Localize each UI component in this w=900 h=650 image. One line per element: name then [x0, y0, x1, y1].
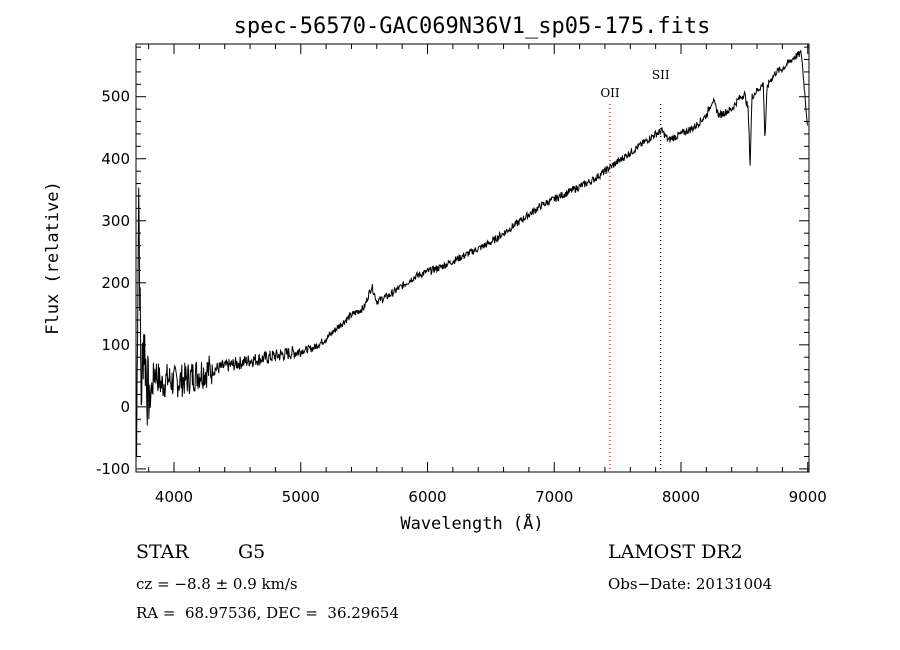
spectrum-line — [136, 49, 808, 458]
y-tick-label: 500 — [101, 88, 130, 106]
x-tick-label: 7000 — [535, 488, 573, 506]
x-tick-label: 8000 — [662, 488, 700, 506]
y-tick-label: 300 — [101, 212, 130, 230]
x-axis-label: Wavelength (Å) — [400, 512, 543, 534]
line-marker-label: OII — [600, 86, 620, 100]
redshift-velocity: cz = −8.8 ± 0.9 km/s — [136, 575, 298, 593]
observation-date: Obs−Date: 20131004 — [608, 575, 773, 593]
chart-title: spec-56570-GAC069N36V1_sp05-175.fits — [234, 14, 711, 39]
x-tick-label: 4000 — [155, 488, 193, 506]
x-tick-label: 5000 — [282, 488, 320, 506]
y-tick-label: 0 — [120, 398, 130, 416]
coordinates: RA = 68.97536, DEC = 36.29654 — [136, 604, 400, 622]
survey-name: LAMOST DR2 — [608, 541, 743, 563]
object-class: STAR — [136, 541, 189, 563]
y-axis-label: Flux (relative) — [43, 181, 63, 335]
emission-line-markers: OII SII — [600, 68, 670, 472]
y-tick-label: -100 — [96, 460, 130, 478]
y-tick-label: 400 — [101, 150, 130, 168]
axis-ticks: 4000 5000 6000 7000 8000 9000 -100 0 100 200 300 40… — [96, 44, 827, 506]
y-tick-label: 200 — [101, 274, 130, 292]
y-tick-label: 100 — [101, 336, 130, 354]
line-marker-label: SII — [652, 68, 670, 82]
spectral-subclass: G5 — [238, 541, 266, 563]
x-tick-label: 6000 — [408, 488, 446, 506]
x-tick-label: 9000 — [789, 488, 827, 506]
